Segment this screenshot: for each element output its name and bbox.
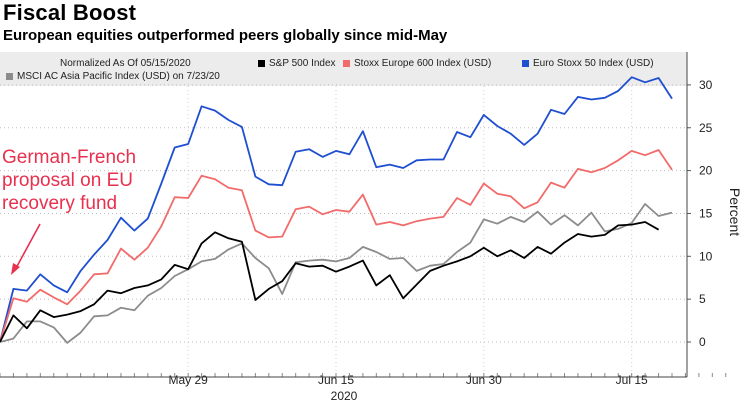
legend: Normalized As Of 05/15/2020 S&P 500 Inde… [6, 58, 654, 82]
chart-subtitle: European equities outperformed peers glo… [3, 27, 448, 44]
annotation-arrow-head [11, 263, 20, 275]
annotation-line-1: German-French [2, 147, 136, 168]
legend-swatch-eurostoxx50 [522, 60, 529, 67]
legend-box [0, 52, 687, 86]
legend-label-stoxx600: Stoxx Europe 600 Index (USD) [354, 58, 491, 69]
y-tick-label: 20 [699, 164, 713, 178]
annotation-line-3: recovery fund [2, 193, 117, 214]
legend-label-sp500: S&P 500 Index [269, 58, 336, 69]
y-tick-label: 25 [699, 121, 713, 135]
y-axis-title: Percent [727, 188, 740, 236]
annotation-arrow-shaft [14, 223, 41, 271]
annotation-line-2: proposal on EU [2, 170, 133, 191]
legend-note: Normalized As Of 05/15/2020 [60, 58, 191, 69]
legend-swatch-msci-asia [6, 73, 13, 80]
legend-swatch-sp500 [258, 60, 265, 67]
series-group [0, 76, 673, 344]
annotation: German-French proposal on EU recovery fu… [2, 147, 136, 275]
y-tick-label: 15 [699, 206, 713, 220]
y-tick-label: 30 [699, 78, 713, 92]
gridlines [0, 84, 687, 377]
legend-label-eurostoxx50: Euro Stoxx 50 Index (USD) [533, 58, 654, 69]
chart-title: Fiscal Boost [3, 0, 137, 25]
y-tick-label: 10 [699, 249, 713, 263]
x-axis-year-label: 2020 [331, 389, 358, 403]
legend-label-msci-asia: MSCI AC Asia Pacific Index (USD) on 7/23… [17, 71, 220, 82]
y-tick-label: 0 [699, 335, 706, 349]
plot-area [0, 52, 687, 377]
series-line-3 [0, 221, 660, 343]
y-tick-label: 5 [699, 292, 706, 306]
legend-swatch-stoxx600 [343, 60, 350, 67]
